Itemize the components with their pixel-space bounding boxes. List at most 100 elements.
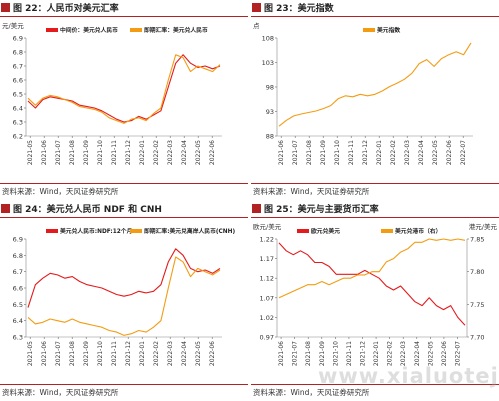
source-note: 资料来源：Wind，天风证券研究所 [2,388,119,397]
y-tick-label: 1.02 [260,314,274,322]
x-tick-label: 2022-01 [376,140,383,165]
y-tick-label: 6.3 [13,119,23,127]
x-tick-label: 2022-06 [446,140,453,165]
x-tick-label: 2022-05 [427,341,434,366]
legend-label: 欧元兑美元 [311,227,340,235]
y-tick-label: 1.07 [260,294,274,302]
legend-label: 即期汇率：美元兑人民币 [144,26,208,34]
source-note: 资料来源：Wind，天风证券研究所 [2,187,119,196]
y-tick-label-right: 7.80 [470,268,484,276]
series-line [27,248,221,308]
x-tick-label: 2022-04 [414,341,421,366]
x-tick-label: 2022-06 [209,140,216,165]
x-tick-label: 2021-05 [27,341,34,366]
series-line [27,256,221,336]
y-tick-label: 6.9 [13,35,23,43]
x-tick-label: 2022-01 [139,341,146,366]
x-tick-label: 2022-04 [181,341,188,366]
x-tick-label: 2021-09 [319,341,326,366]
x-tick-label: 2021-12 [360,341,367,366]
unit-label-left: 欧元/美元 [253,222,282,231]
y-tick-label: 6.8 [13,252,23,260]
source-divider [0,183,248,184]
panel-title: 图 22：人民币对美元汇率 [13,4,119,14]
series-line [278,42,472,127]
chart-dollar-index: 点 88 93 98 103 108 2021-06 2021-07 2021-08 2021-0… [253,22,473,165]
x-tick-label: 2022-01 [373,341,380,366]
x-tick-label: 2021-11 [111,140,118,165]
x-tick-label: 2022-06 [209,341,216,366]
series-line [27,54,221,124]
y-tick-label: 93 [266,108,274,116]
x-tick-label: 2021-10 [334,140,341,165]
y-tick-label: 6.5 [13,91,23,99]
x-tick-label: 2021-09 [83,140,90,165]
x-tick-label: 2021-10 [97,140,104,165]
x-tick-label: 2022-06 [441,341,448,366]
x-tick-label: 2021-06 [278,341,285,366]
x-tick-label: 2021-11 [348,140,355,165]
x-tick-label: 2021-08 [69,140,76,165]
y-tick-label: 6.6 [13,285,23,293]
chart-ndf-cnh: 6.3 6.4 6.5 6.6 6.7 6.8 6.9 2021-05 2021-06 2021-… [13,227,236,366]
x-tick-label: 2022-01 [139,140,146,165]
unit-label: 点 [253,22,260,30]
legend-swatch [130,229,142,233]
x-tick-label: 2022-02 [387,341,394,366]
x-tick-label: 2022-02 [153,140,160,165]
legend-swatch [130,28,142,32]
x-tick-label: 2022-03 [404,140,411,165]
y-tick-label: 0.97 [260,334,274,342]
legend-swatch [363,28,375,32]
x-tick-label: 2021-07 [292,341,299,366]
title-marker [252,204,261,213]
y-tick-label: 1.17 [260,255,274,263]
x-tick-label: 2022-05 [432,140,439,165]
x-tick-label: 2021-07 [55,341,62,366]
x-tick-label: 2021-06 [41,341,48,366]
source-note: 资料来源：Wind，天风证券研究所 [253,187,370,196]
y-tick-label-right: 7.70 [470,334,484,342]
x-tick-label: 2022-03 [400,341,407,366]
panel-title-bar: 图 23：美元指数 [251,0,499,17]
x-tick-label: 2022-02 [390,140,397,165]
x-tick-label: 2021-06 [278,140,285,165]
series-line [27,54,221,123]
chart-panel-major-currencies: 图 25：美元与主要货币汇率 欧元/美元 港元/美元 0.97 1.02 1.07 1.1… [251,201,499,401]
panel-title-bar: 图 25：美元与主要货币汇率 [251,201,499,218]
panel-title: 图 25：美元与主要货币汇率 [264,205,379,215]
legend-label: 美元兑人民币:NDF:12个月 [60,227,132,235]
x-tick-label: 2021-07 [292,140,299,165]
y-tick-label: 6.5 [13,301,23,309]
x-tick-label: 2021-06 [41,140,48,165]
x-tick-label: 2022-03 [167,140,174,165]
title-marker [1,3,10,12]
y-tick-label: 6.3 [13,334,23,342]
x-tick-label: 2022-04 [418,140,425,165]
x-tick-label: 2021-07 [55,140,62,165]
x-tick-label: 2021-05 [27,140,34,165]
y-tick-label-right: 7.85 [470,236,484,244]
x-tick-label: 2021-12 [125,341,132,366]
y-tick-label: 6.2 [13,133,23,141]
x-tick-label: 2022-07 [455,341,462,366]
panel-title-bar: 图 22：人民币对美元汇率 [0,0,248,17]
chart-panel-rmb-usd: 图 22：人民币对美元汇率 元/美元 6.2 6.3 6.4 6.5 6.6 6.7 6.8 6… [0,0,248,200]
y-tick-label: 6.4 [13,105,23,113]
y-tick-label-right: 7.75 [470,301,484,309]
panel-title: 图 23：美元指数 [264,4,334,14]
panel-title: 图 24：美元兑人民币 NDF 和 CNH [13,205,162,215]
title-marker [252,3,261,12]
x-tick-label: 2022-05 [195,341,202,366]
legend-label: 中间价：美元兑人民币 [60,26,118,34]
panel-title-bar: 图 24：美元兑人民币 NDF 和 CNH [0,201,248,218]
y-tick-label: 6.6 [13,77,23,85]
x-tick-label: 2021-11 [111,341,118,366]
y-tick-label: 103 [262,59,274,67]
title-marker [1,204,10,213]
chart-major-currencies: 欧元/美元 港元/美元 0.97 1.02 1.07 1.12 1.17 1.22 7.70 7.… [253,222,497,366]
x-tick-label: 2021-08 [69,341,76,366]
source-divider [251,384,499,385]
x-tick-label: 2022-05 [195,140,202,165]
y-tick-label: 6.7 [13,63,23,71]
